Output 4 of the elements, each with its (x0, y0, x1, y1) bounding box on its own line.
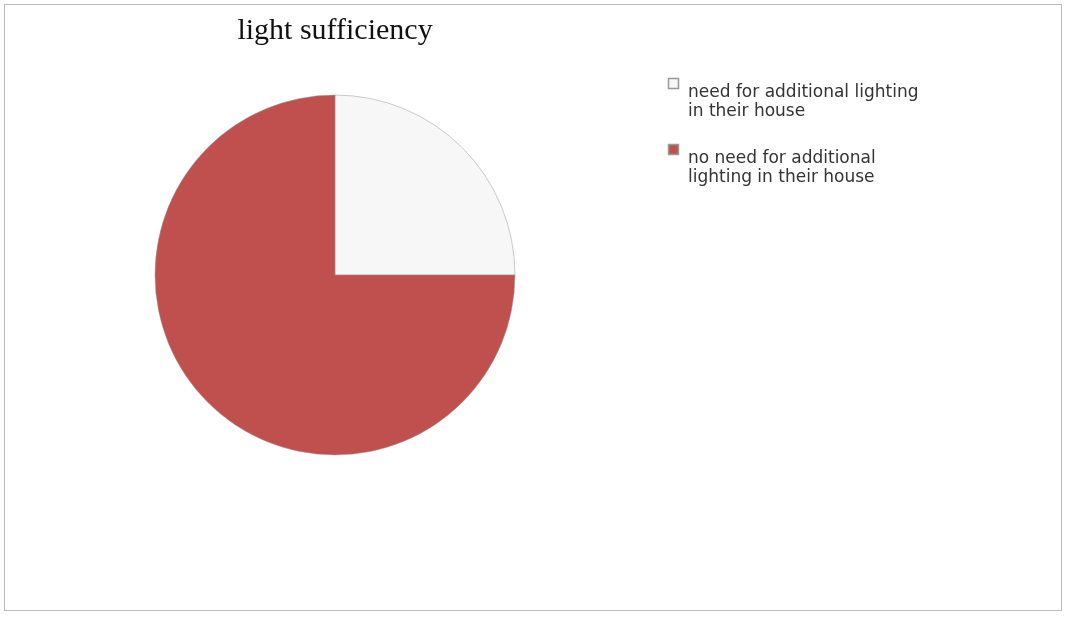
legend-label: no need for additional lighting in their house (688, 146, 876, 186)
chart-title: light sufficiency (237, 12, 433, 45)
pie-slice (154, 94, 516, 456)
legend-label: need for additional lighting in their house (688, 80, 919, 120)
